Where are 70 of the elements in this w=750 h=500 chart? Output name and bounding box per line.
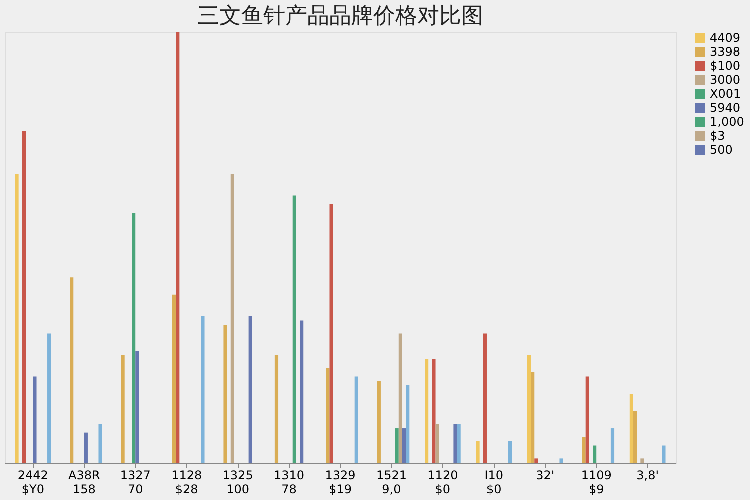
bar xyxy=(534,458,538,463)
bar xyxy=(201,316,205,463)
bar xyxy=(398,334,402,463)
bar xyxy=(640,458,644,463)
x-tick-label: 1310 78 xyxy=(274,468,305,496)
bar xyxy=(527,355,532,463)
bar xyxy=(531,372,535,463)
bar xyxy=(662,446,666,463)
bar xyxy=(432,360,436,463)
bar xyxy=(582,437,586,463)
bar xyxy=(121,355,125,463)
bar xyxy=(98,424,102,463)
bar xyxy=(172,294,176,463)
bar xyxy=(377,381,381,463)
bar xyxy=(436,424,440,463)
bar xyxy=(176,32,180,463)
legend-label: 3398 xyxy=(710,45,741,59)
bar xyxy=(560,458,564,463)
bar xyxy=(224,325,228,463)
bar xyxy=(300,320,304,463)
x-tick-label: 1120 $0 xyxy=(428,468,458,496)
bar xyxy=(132,213,136,463)
bar xyxy=(33,376,37,463)
legend-label: $100 xyxy=(710,59,741,73)
x-tick-label: 1329 $19 xyxy=(325,468,356,496)
bar xyxy=(84,432,88,463)
bar xyxy=(70,278,74,463)
bar xyxy=(454,424,458,463)
bar xyxy=(326,368,330,463)
x-tick-label: 1521 9,0 xyxy=(376,468,407,496)
bar xyxy=(292,196,296,463)
x-tick-label: 32' xyxy=(536,468,555,482)
bar xyxy=(593,446,597,463)
x-tick-label: 1109 $9 xyxy=(581,468,612,496)
bar xyxy=(15,174,19,463)
x-tick-label: 3,8' xyxy=(636,468,660,482)
x-tick-label: 1325 100 xyxy=(222,468,254,496)
bar xyxy=(354,376,358,463)
legend-label: X001 xyxy=(710,87,742,101)
bar xyxy=(22,131,26,463)
bar xyxy=(395,428,399,463)
legend-label: 3000 xyxy=(710,73,741,87)
bar xyxy=(508,441,512,463)
x-tick-label: 1327 70 xyxy=(120,468,151,496)
x-tick-label: I10 $0 xyxy=(484,468,504,496)
bar xyxy=(633,411,638,463)
bar xyxy=(483,334,487,463)
bar xyxy=(425,360,429,463)
legend-label: 5940 xyxy=(710,101,741,115)
bar xyxy=(406,385,410,463)
x-tick-label: 2442 $Y0 xyxy=(18,468,48,496)
chart-title: 三文鱼针产品品牌价格对比图 xyxy=(198,4,484,29)
bar xyxy=(610,428,615,463)
legend-label: $3 xyxy=(710,129,726,143)
legend-label: 1,000 xyxy=(710,115,744,129)
bar xyxy=(457,424,461,463)
legend-label: 500 xyxy=(710,143,733,157)
bar xyxy=(48,334,52,463)
legend-label: 4409 xyxy=(710,31,741,45)
bar xyxy=(630,394,634,463)
bar xyxy=(476,441,480,463)
bar xyxy=(330,204,334,463)
bar xyxy=(402,428,406,463)
x-tick-label: 1128 $28 xyxy=(172,468,202,496)
bar xyxy=(586,376,590,463)
bar xyxy=(274,355,279,463)
bar xyxy=(248,316,252,463)
bar xyxy=(230,174,234,463)
bar xyxy=(136,350,140,463)
x-tick-label: A38R 158 xyxy=(68,468,100,496)
